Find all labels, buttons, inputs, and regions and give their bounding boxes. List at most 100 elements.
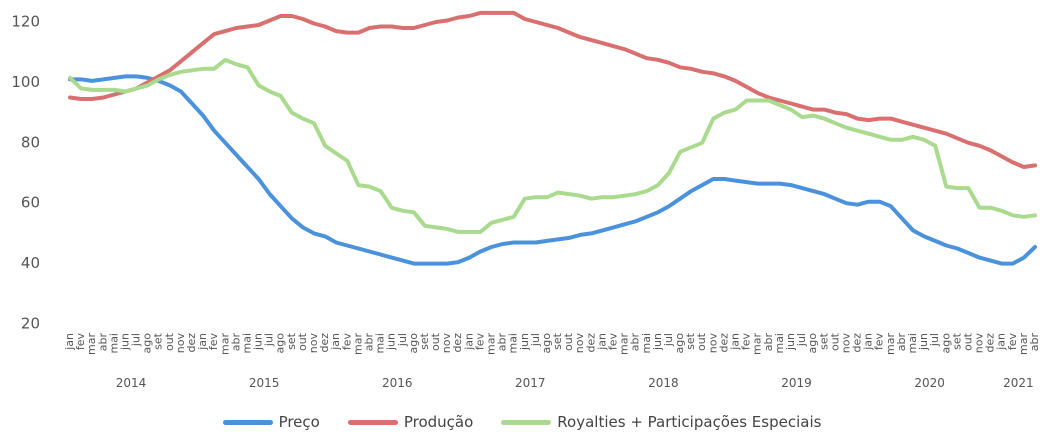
x-tick-label: jun <box>651 333 664 351</box>
x-tick-label: jan <box>595 333 608 351</box>
x-tick-label: nov <box>573 333 586 354</box>
x-tick-label: abr <box>229 333 242 352</box>
x-tick-label: fev <box>74 333 87 351</box>
legend-item: Royalties + Participações Especiais <box>501 413 821 431</box>
series-line <box>68 74 1037 266</box>
x-tick-label: dez <box>451 333 464 353</box>
x-tick-label: nov <box>307 333 320 354</box>
x-tick-label: jul <box>396 333 409 347</box>
x-tick-label: jan <box>729 333 742 351</box>
x-tick-label: abr <box>362 333 375 352</box>
x-tick-label: jul <box>529 333 542 347</box>
x-tick-label: fev <box>1006 333 1019 351</box>
x-tick-label: abr <box>496 333 509 352</box>
x-tick-label: mar <box>1017 333 1030 355</box>
x-tick-label: jul <box>130 333 143 347</box>
x-tick-label: ago <box>540 333 553 354</box>
x-tick-label: out <box>429 332 442 351</box>
legend-swatch <box>501 419 552 425</box>
x-tick-label: dez <box>984 333 997 353</box>
x-tick-label: jun <box>784 333 797 351</box>
x-tick-label: mar <box>85 333 98 355</box>
x-tick-label: mar <box>884 333 897 355</box>
legend-item: Preço <box>222 413 320 431</box>
x-tick-label: jan <box>462 333 475 351</box>
x-tick-label: mai <box>640 333 653 354</box>
x-tick-label: set <box>950 332 963 349</box>
x-tick-label: nov <box>973 333 986 354</box>
x-tick-label: dez <box>717 333 730 353</box>
x-tick-label: nov <box>706 333 719 354</box>
x-tick-label: fev <box>473 333 486 351</box>
x-tick-label: out <box>562 332 575 351</box>
year-label: 2018 <box>648 376 679 390</box>
y-tick-label: 40 <box>21 254 40 272</box>
series-line <box>68 57 1037 234</box>
x-tick-label: set <box>551 332 564 349</box>
x-tick-label: jul <box>662 333 675 347</box>
x-tick-label: fev <box>207 333 220 351</box>
x-tick-label: ago <box>407 333 420 354</box>
x-tick-label: jun <box>385 333 398 351</box>
x-tick-label: ago <box>274 333 287 354</box>
x-tick-label: fev <box>873 333 886 351</box>
x-tick-label: out <box>828 332 841 351</box>
legend-item: Produção <box>347 413 473 431</box>
x-tick-label: mai <box>507 333 520 354</box>
x-tick-label: set <box>418 332 431 349</box>
legend-label: Royalties + Participações Especiais <box>557 413 822 431</box>
x-tick-label: ago <box>939 333 952 354</box>
year-label: 2019 <box>781 376 812 390</box>
year-label: 2015 <box>249 376 280 390</box>
y-tick-label: 60 <box>21 194 40 212</box>
x-tick-label: dez <box>318 333 331 353</box>
x-tick-label: out <box>961 332 974 351</box>
year-label: 2017 <box>515 376 546 390</box>
x-tick-label: jun <box>252 333 265 351</box>
x-tick-label: fev <box>740 333 753 351</box>
x-tick-label: abr <box>895 333 908 352</box>
x-tick-label: nov <box>839 333 852 354</box>
x-tick-label: jan <box>329 333 342 351</box>
x-tick-label: set <box>152 332 165 349</box>
x-tick-label: jan <box>63 333 76 351</box>
x-tick-label: mar <box>484 333 497 355</box>
year-label: 2014 <box>116 376 147 390</box>
x-tick-label: mar <box>218 333 231 355</box>
x-tick-label: out <box>163 332 176 351</box>
year-label: 2021 <box>1003 376 1034 390</box>
x-tick-label: jan <box>995 333 1008 351</box>
x-tick-label: out <box>695 332 708 351</box>
x-tick-label: abr <box>96 333 109 352</box>
x-tick-label: jul <box>928 333 941 347</box>
year-label: 2020 <box>914 376 945 390</box>
x-tick-label: fev <box>340 333 353 351</box>
y-tick-label: 80 <box>21 133 40 151</box>
y-tick-label: 100 <box>11 73 40 91</box>
x-tick-label: jan <box>196 333 209 351</box>
legend-swatch <box>347 419 398 425</box>
x-tick-label: nov <box>174 333 187 354</box>
x-tick-label: mar <box>751 333 764 355</box>
series-line <box>68 10 1037 169</box>
x-tick-label: jun <box>118 333 131 351</box>
x-tick-label: dez <box>584 333 597 353</box>
x-tick-label: ago <box>806 333 819 354</box>
x-tick-label: abr <box>1028 333 1041 352</box>
x-tick-label: dez <box>185 333 198 353</box>
legend-swatch <box>222 419 273 425</box>
x-tick-label: mar <box>351 333 364 355</box>
legend-label: Preço <box>278 413 320 431</box>
x-tick-label: dez <box>851 333 864 353</box>
x-tick-label: mai <box>773 333 786 354</box>
plot-area: 20406080100120janfevmarabrmaijunjulagose… <box>11 10 1041 390</box>
year-label: 2016 <box>382 376 413 390</box>
x-tick-label: mai <box>374 333 387 354</box>
x-tick-label: set <box>817 332 830 349</box>
x-tick-label: jul <box>795 333 808 347</box>
x-tick-label: set <box>684 332 697 349</box>
legend: Preço Produção Royalties + Participações E… <box>0 413 1044 431</box>
x-tick-label: abr <box>629 333 642 352</box>
x-tick-label: out <box>296 332 309 351</box>
x-tick-label: jun <box>518 333 531 351</box>
